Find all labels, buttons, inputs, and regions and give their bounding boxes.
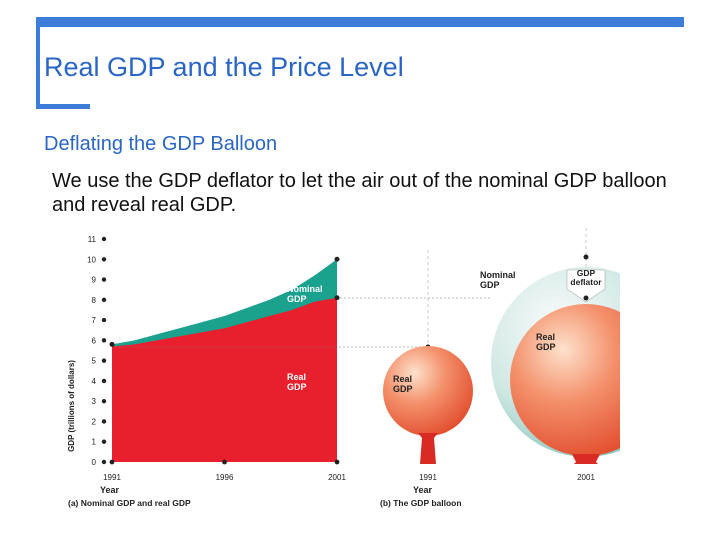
x-tick-dot [334,459,340,465]
gdp-deflator-label: GDP deflator [570,268,602,287]
y-tick-dot [101,257,107,262]
y-tick-label: 11 [88,235,97,244]
caption-a: (a) Nominal GDP and real GDP [68,498,191,508]
y-tick-dot [101,419,107,424]
y-tick-label: 7 [92,316,97,325]
y-tick-label: 3 [92,397,97,406]
x-tick-dot [222,459,227,465]
y-tick-label: 8 [92,296,97,305]
x-tick-label-b: 2001 [577,473,595,482]
deflator-arrow [566,269,606,303]
balloon-2001-nominal-top-point [583,254,589,260]
slide-title: Real GDP and the Price Level [44,52,404,82]
y-tick-dot [101,398,107,404]
y-tick-dot [101,378,107,384]
body-text: We use the GDP deflator to let the air o… [52,170,667,216]
y-tick-label: 2 [92,417,97,426]
x-tick-label: 2001 [328,473,346,482]
x-tick-label: 1991 [103,473,121,482]
y-tick-label: 9 [92,276,97,285]
left-accent-bar [36,27,40,107]
x-axis-label-a: Year [100,485,120,495]
y-tick-label: 10 [87,255,96,264]
y-tick-label: 5 [92,357,97,366]
real-end-point [334,295,340,301]
balloon-2001-neck [572,454,600,464]
series-label-nominal: Nominal GDP [287,284,323,304]
section-heading: Deflating the GDP Balloon [44,133,278,155]
y-tick-dot [101,277,107,282]
start-point [109,341,115,347]
label-line: Nominal [480,270,516,280]
label-line: GDP [393,384,413,394]
balloon-1991-neck [418,433,438,464]
title-accent-bar [36,17,684,27]
y-tick-label: 6 [92,336,97,345]
y-tick-dot [101,338,107,343]
y-tick-dot [101,236,107,242]
label-line: Real [536,332,555,342]
x-tick-label-b: 1991 [419,473,437,482]
y-tick-dot [101,317,107,323]
nominal-end-point [334,256,340,262]
balloon-1991-label: Real GDP [393,374,413,394]
y-tick-dot [101,439,107,444]
y-tick-label: 1 [92,438,97,447]
y-tick-label: 0 [92,458,97,467]
label-line: GDP [480,280,500,290]
series-label-real: Real GDP [287,372,307,392]
y-axis-label: GDP (trillions of dollars) [67,360,76,452]
label-line: Real [287,372,306,382]
label-line: deflator [570,277,602,287]
label-line: Real [393,374,412,384]
balloon-2001-real-label: Real GDP [536,332,556,352]
y-tick-dot [101,358,107,363]
balloon-2001-real-top-point [583,295,589,301]
y-tick-dot [101,459,107,465]
left-accent-tab [36,104,90,109]
label-line: GDP [577,268,596,278]
y-tick-label: 4 [92,377,97,386]
real-gdp-area [112,297,337,462]
x-axis-ticks-b: 1991 2001 [419,473,595,482]
series-end-points [109,256,340,347]
x-axis-ticks-a: 1991 1996 2001 [103,459,346,482]
x-tick-dot [109,459,115,465]
y-axis-ticks: 0 1 2 3 4 5 6 7 8 9 10 11 [87,235,107,467]
x-axis-label-b: Year [413,485,433,495]
y-tick-dot [101,297,107,303]
balloon-1991 [383,346,473,436]
gdp-figure: 0 1 2 3 4 5 6 7 8 9 10 11 1991 1996 2001 Nominal GDP R… [60,228,681,523]
balloon-2001-nominal-label: Nominal GDP [480,270,516,290]
x-tick-label: 1996 [216,473,234,482]
label-line: GDP [287,294,307,304]
label-line: Nominal [287,284,323,294]
label-line: GDP [287,382,307,392]
label-line: GDP [536,342,556,352]
caption-b: (b) The GDP balloon [380,498,462,508]
